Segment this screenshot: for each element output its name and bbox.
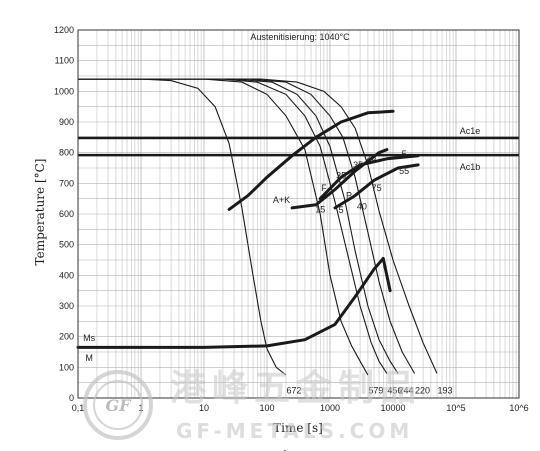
annotation-4: 5 <box>339 205 344 215</box>
cooling-curve-label-3: 244 <box>398 385 413 395</box>
annotation-8: 5 <box>402 149 407 159</box>
critical-temperature-lines: Ac1e Ac1b <box>78 126 519 172</box>
boundary-pearlite-lower <box>333 163 420 210</box>
y-tick-label-4: 200 <box>59 332 74 342</box>
y-tick-label-24: 1200 <box>54 25 74 35</box>
x-axis-title: Time [s] <box>273 421 323 435</box>
y-tick-label-10: 500 <box>59 240 74 250</box>
critical-label-ac1e: Ac1e <box>460 126 481 136</box>
y-tick-label-0: 0 <box>69 393 74 403</box>
boundary-martensite-start <box>76 257 385 349</box>
x-tick-label-2: 10 <box>199 403 209 413</box>
y-tick-label-16: 800 <box>59 148 74 158</box>
watermark-chinese: 港峰五金制品 <box>170 367 422 409</box>
boundary-pearlite-upper <box>318 154 420 201</box>
cooling-curve-label-0: 672 <box>286 385 301 395</box>
cooling-curve-label-1: 579 <box>368 385 383 395</box>
y-tick-labels: 0 100 200 300 400 500 600 700 800 900 1000 1100 1200 <box>54 25 74 403</box>
annotation-1: F <box>321 183 327 193</box>
cooling-curve-2 <box>78 78 388 374</box>
cooling-curve-4 <box>78 78 416 374</box>
y-tick-label-20: 1000 <box>54 86 74 96</box>
annotation-5: 35 <box>336 171 346 181</box>
annotation-3: P <box>346 191 352 201</box>
annotation-7: 25 <box>366 152 376 162</box>
annotation-2: 15 <box>315 204 325 214</box>
cooling-curve-label-5: 193 <box>438 385 453 395</box>
annotation-13: M <box>85 353 93 363</box>
y-tick-label-6: 300 <box>59 301 74 311</box>
cooling-curve-label-4: 220 <box>415 385 430 395</box>
x-tick-label-3: 100 <box>259 403 274 413</box>
watermark-logo: GF <box>83 370 153 440</box>
x-tick-label-6: 10^5 <box>446 403 465 413</box>
chart-title: Austenitisierung: 1040°C <box>250 32 350 42</box>
cooling-curve-0 <box>78 78 287 376</box>
y-tick-label-18: 900 <box>59 117 74 127</box>
x-tick-label-7: 10^6 <box>509 403 528 413</box>
y-tick-label-12: 600 <box>59 209 74 219</box>
plot-frame <box>77 29 520 399</box>
cooling-curve-label-2: 456 <box>387 385 402 395</box>
svg-text:GF: GF <box>105 396 132 415</box>
grid <box>77 29 519 399</box>
y-axis-title: Temperature [°C] <box>33 159 47 266</box>
x-tick-label-5: 10000 <box>380 403 405 413</box>
y-tick-label-2: 100 <box>59 362 74 372</box>
boundary-martensite-tail <box>381 257 392 293</box>
x-tick-label-4: 1000 <box>320 403 340 413</box>
cooling-curves <box>78 78 438 376</box>
annotation-12: Ms <box>83 333 95 343</box>
annotation-6: 35 <box>353 160 363 170</box>
critical-label-ac1b: Ac1b <box>460 162 481 172</box>
annotation-9: 55 <box>399 166 409 176</box>
y-tick-label-22: 1100 <box>55 56 74 66</box>
annotation-11: 40 <box>357 201 367 211</box>
caption-mark: • <box>283 447 287 451</box>
cooling-curve-1 <box>78 78 369 376</box>
phase-boundaries <box>76 109 420 349</box>
boundary-carbide-start <box>227 109 395 211</box>
y-tick-label-14: 700 <box>59 178 74 188</box>
boundary-pearlite-start <box>290 148 389 210</box>
cooling-curve-5 <box>78 78 438 374</box>
cooling-curve-3 <box>78 78 399 374</box>
watermark: GF 港峰五金制品 GF-METALS.COM <box>83 367 422 443</box>
x-tick-label-0: 0,1 <box>72 403 85 413</box>
plot-border <box>77 29 520 399</box>
y-tick-label-8: 400 <box>59 270 74 280</box>
annotation-0: A+K <box>273 195 290 205</box>
watermark-english: GF-METALS.COM <box>176 419 413 443</box>
annotation-10: 75 <box>372 183 382 193</box>
